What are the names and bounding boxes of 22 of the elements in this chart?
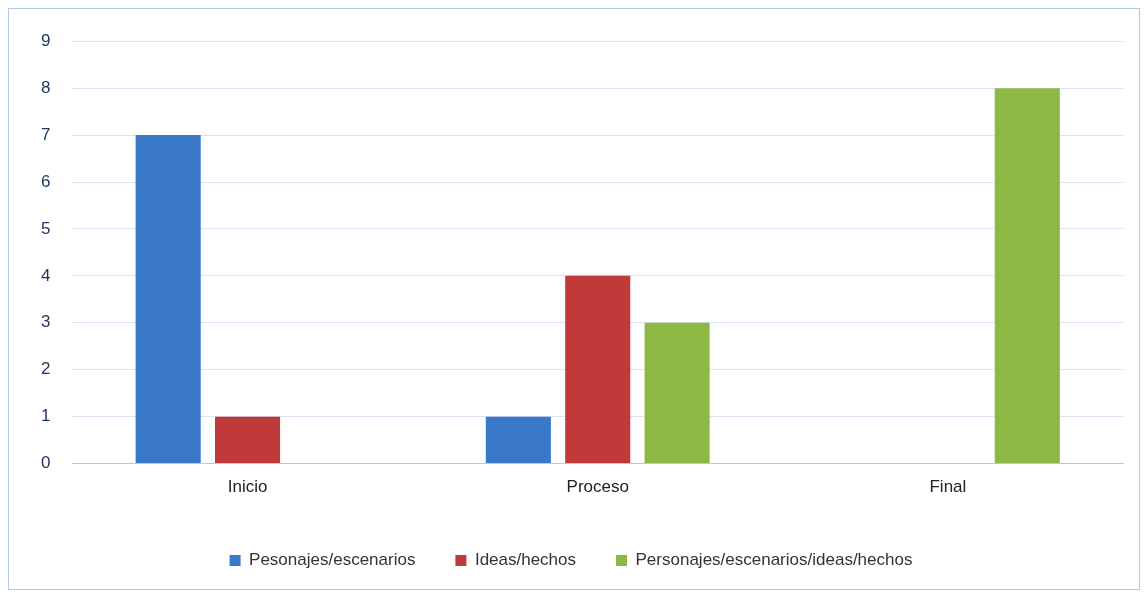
- x-tick-label: Inicio: [227, 477, 268, 497]
- bar: [215, 416, 281, 464]
- legend-label: Ideas/hechos: [474, 550, 577, 570]
- y-tick-label: 5: [40, 218, 51, 238]
- y-tick-label: 1: [40, 406, 51, 426]
- y-tick-label: 6: [40, 171, 51, 191]
- legend-label: Pesonajes/escenarios: [249, 550, 416, 570]
- x-tick-label: Proceso: [566, 477, 629, 497]
- bar: [994, 88, 1060, 464]
- bar: [565, 275, 631, 464]
- y-tick-label: 9: [40, 30, 51, 50]
- y-tick-label: 4: [40, 265, 51, 285]
- y-tick-label: 3: [40, 312, 51, 332]
- x-tick-label: Final: [929, 477, 967, 497]
- legend-label: Personajes/escenarios/ideas/hechos: [635, 550, 913, 570]
- bar: [644, 322, 710, 464]
- y-tick-label: 8: [40, 77, 51, 97]
- y-tick-label: 2: [40, 359, 51, 379]
- bar: [485, 416, 551, 464]
- y-tick-label: 0: [40, 453, 51, 473]
- bar: [135, 135, 201, 464]
- y-tick-label: 7: [40, 124, 51, 144]
